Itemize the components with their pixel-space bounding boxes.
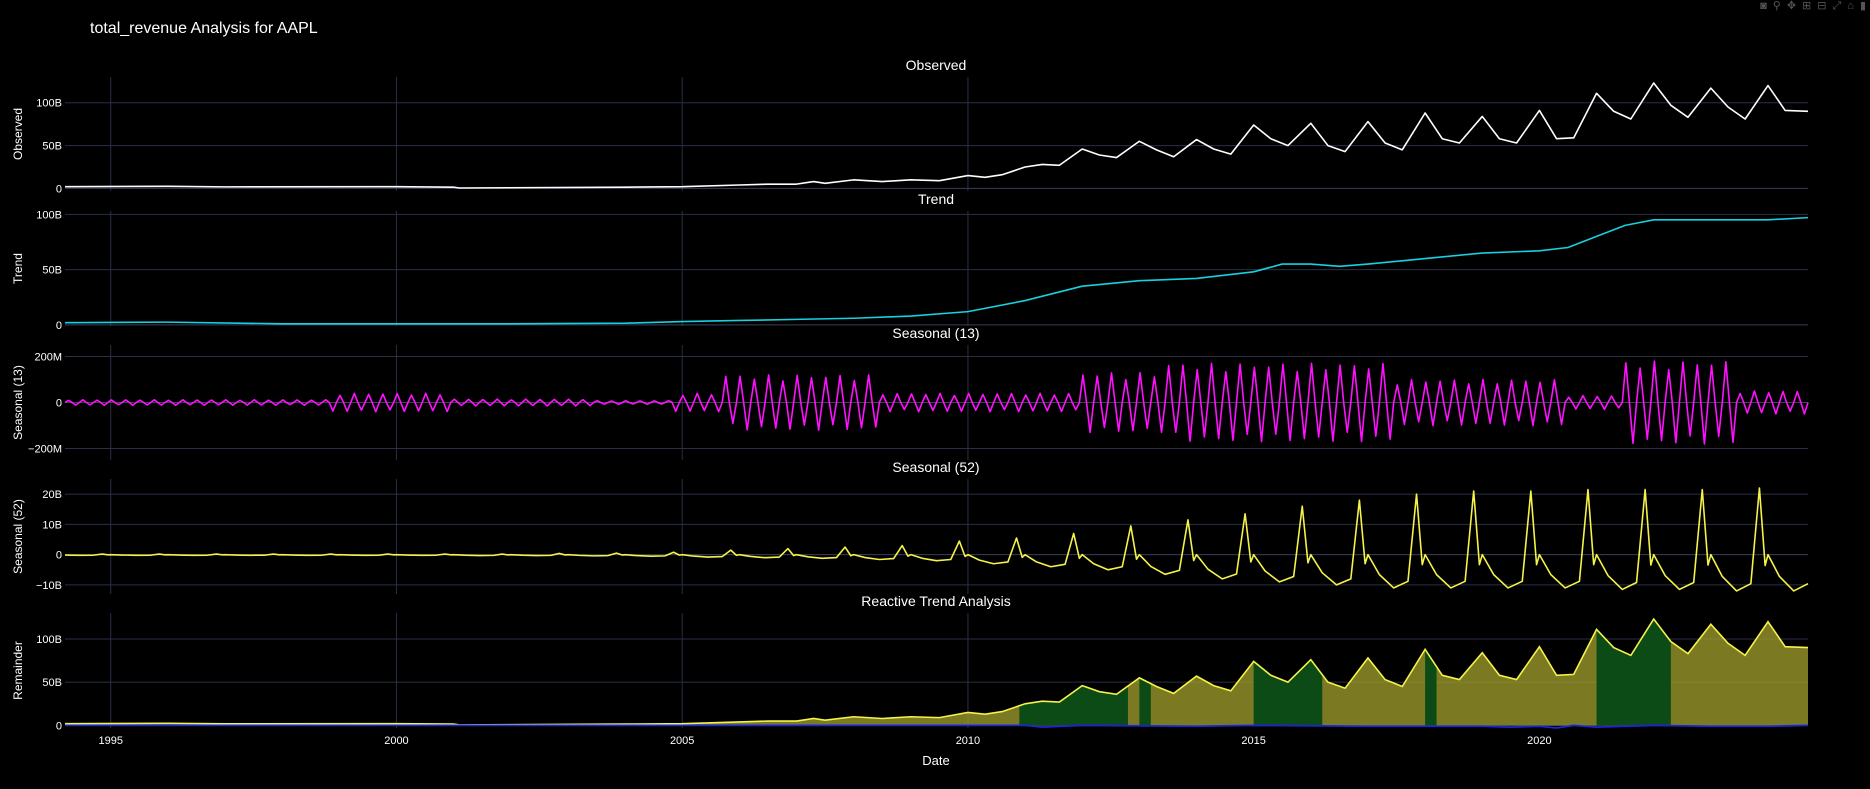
y-axis-label: Trend	[11, 253, 25, 284]
y-tick-label: 200M	[34, 352, 62, 364]
y-tick-label: −200M	[28, 444, 62, 456]
series-line-observed	[64, 82, 1809, 189]
home-icon[interactable]: ⌂	[1847, 0, 1854, 12]
x-tick-label: 1995	[98, 735, 122, 747]
series-line-seasonal13	[64, 360, 1809, 445]
y-tick-label: 10B	[42, 519, 62, 531]
reactive-area-green	[1019, 685, 1128, 726]
series-line-seasonal52	[64, 487, 1809, 592]
reactive-area-green	[1139, 677, 1151, 726]
y-tick-label: 0	[56, 183, 62, 195]
y-tick-label: −10B	[36, 580, 62, 592]
zoom-in-icon[interactable]: ⊞	[1802, 0, 1812, 12]
subplot-title: Reactive Trend Analysis	[861, 593, 1010, 609]
y-tick-label: 0	[56, 720, 62, 732]
x-tick-label: 2010	[956, 735, 980, 747]
y-tick-label: 100B	[36, 98, 62, 110]
zoom-icon[interactable]: ⚲	[1772, 0, 1781, 12]
y-tick-label: 0	[56, 550, 62, 562]
y-tick-label: 20B	[42, 489, 62, 501]
subplot-title: Seasonal (13)	[892, 325, 979, 341]
chart-title: total_revenue Analysis for AAPL	[90, 20, 318, 37]
subplot-title: Observed	[906, 57, 967, 73]
x-tick-label: 2000	[384, 735, 408, 747]
reactive-area-yellow	[65, 619, 1808, 726]
y-tick-label: 50B	[42, 141, 62, 153]
y-axis-label: Seasonal (13)	[11, 365, 25, 440]
y-tick-label: 0	[56, 320, 62, 332]
y-axis-label: Remainder	[11, 641, 25, 700]
pan-icon[interactable]: ✥	[1786, 0, 1797, 12]
remainder-line	[65, 724, 1809, 729]
y-axis-label: Observed	[11, 108, 25, 160]
reactive-area-green	[1425, 649, 1437, 726]
y-tick-label: 100B	[36, 634, 62, 646]
modebar: ◙ ⚲ ✥ ⊞ ⊟ ⤢ ⌂ ▮	[1760, 0, 1866, 12]
y-tick-label: 50B	[42, 677, 62, 689]
y-tick-label: 50B	[42, 265, 62, 277]
reactive-observed-line	[64, 617, 1809, 726]
reactive-area-green	[1253, 659, 1323, 726]
zoom-out-icon[interactable]: ⊟	[1817, 0, 1827, 12]
y-axis-label: Seasonal (52)	[11, 499, 25, 574]
subplot-title: Trend	[918, 191, 954, 207]
y-tick-label: 100B	[36, 209, 62, 221]
series-line-trend	[64, 216, 1809, 325]
y-tick-label: 0	[56, 398, 62, 410]
x-tick-label: 2005	[670, 735, 694, 747]
x-axis-label: Date	[922, 753, 949, 768]
x-tick-label: 2020	[1527, 735, 1551, 747]
camera-icon[interactable]: ◙	[1760, 0, 1767, 12]
x-tick-label: 2015	[1241, 735, 1265, 747]
autoscale-icon[interactable]: ⤢	[1832, 0, 1842, 12]
reactive-area-green	[1596, 619, 1671, 726]
subplot-title: Seasonal (52)	[892, 459, 979, 475]
bar-chart-icon[interactable]: ▮	[1859, 0, 1866, 12]
